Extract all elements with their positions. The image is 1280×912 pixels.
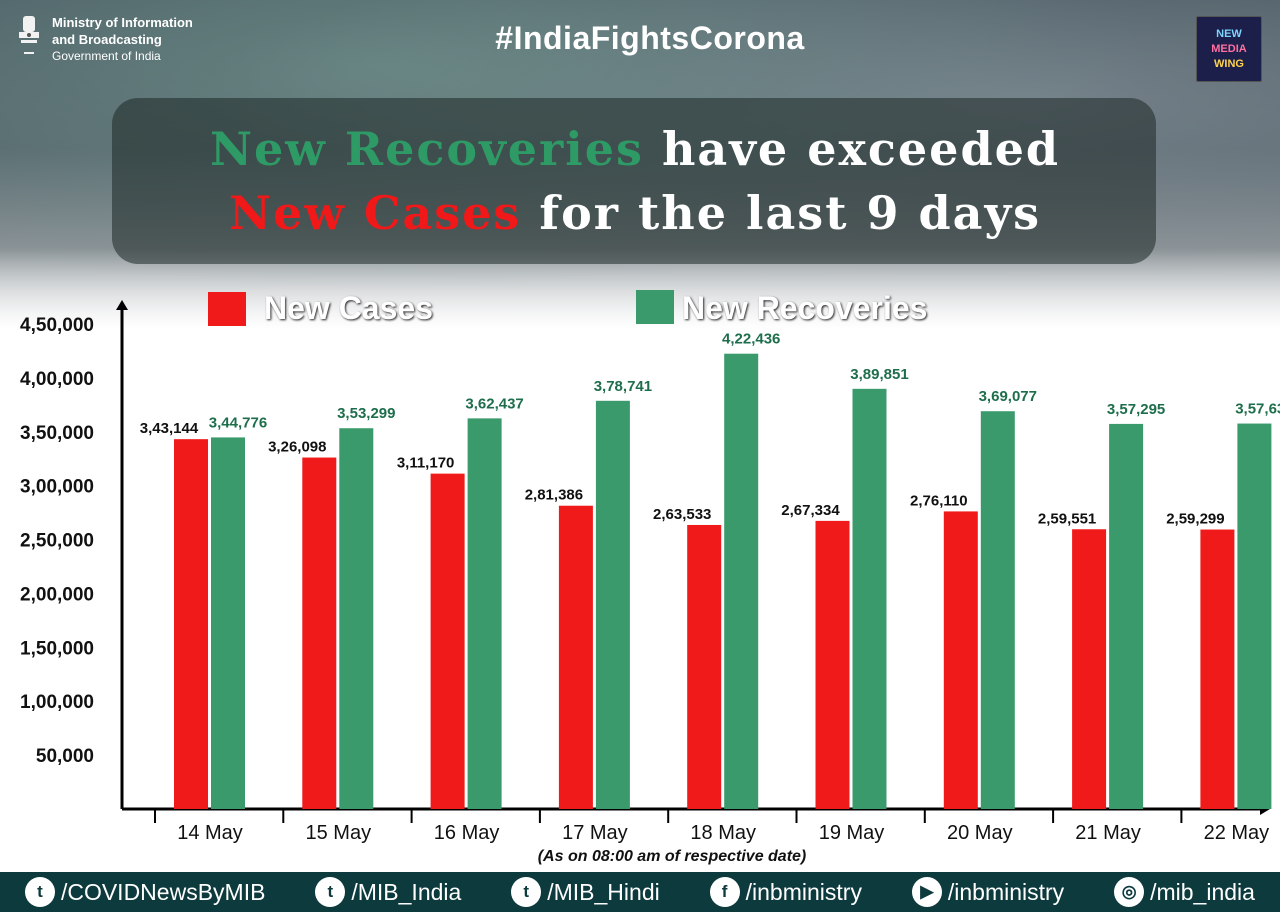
facebook-icon: f [709,877,740,907]
y-tick-label: 3,00,000 [20,477,94,498]
legend-label-new-cases: New Cases [264,290,433,326]
data-label-new-recoveries: 3,69,077 [979,388,1037,405]
y-tick-label: 2,50,000 [20,531,94,552]
data-label-new-cases: 2,63,533 [653,506,711,523]
social-handle: /MIB_India [351,878,462,905]
chart-note: (As on 08:00 am of respective date) [538,848,807,865]
y-tick-label: 50,000 [36,746,94,767]
social-handle: /mib_india [1150,878,1255,905]
social-handle: /MIB_Hindi [547,878,660,905]
x-tick-label: 22 May [1204,822,1270,844]
bar-new-cases [943,511,978,809]
bar-new-cases [430,473,465,809]
social-link-mib-hindi[interactable]: t /MIB_Hindi [511,877,660,907]
logo-line-2: MEDIA [1211,42,1247,55]
logo-line-1: NEW [1216,27,1242,40]
y-tick-label: 4,50,000 [20,315,94,336]
government-label: Government of India [52,49,161,63]
headline-days: for the last 9 days [521,186,1042,240]
twitter-icon: t [24,877,55,907]
data-label-new-recoveries: 3,44,776 [209,414,267,431]
bar-new-cases [174,439,208,809]
bar-new-recoveries [980,411,1015,809]
y-tick-label: 4,00,000 [20,369,94,390]
data-label-new-cases: 2,81,386 [525,487,583,504]
social-handle: /inbministry [947,878,1065,905]
data-label-new-cases: 2,59,299 [1166,511,1224,528]
x-tick-label: 14 May [177,822,243,844]
data-label-new-recoveries: 3,53,299 [337,405,395,422]
social-link-instagram[interactable]: ◎ /mib_india [1114,877,1255,907]
x-tick-label: 20 May [947,822,1013,844]
x-tick-label: 15 May [306,822,372,844]
x-tick-label: 18 May [690,822,756,844]
x-tick-label: 21 May [1075,822,1141,844]
data-label-new-recoveries: 3,57,295 [1107,401,1165,418]
bar-new-cases [558,505,593,809]
data-label-new-recoveries: 4,22,436 [722,331,780,348]
social-handle: /COVIDNewsByMIB [60,878,266,905]
social-footer: t /COVIDNewsByMIB t /MIB_India t /MIB_Hi… [0,872,1280,912]
bar-new-recoveries [852,388,887,809]
new-media-wing-logo: NEW MEDIA WING [1196,16,1262,82]
headline-panel [112,98,1156,264]
hashtag-title: #IndiaFightsCorona [495,20,805,56]
x-tick-label: 17 May [562,822,628,844]
social-link-covidnews[interactable]: t /COVIDNewsByMIB [24,877,266,907]
bar-new-cases [687,524,722,809]
y-axis-arrow [116,300,128,310]
data-label-new-cases: 2,59,551 [1038,510,1096,527]
legend-label-new-recoveries: New Recoveries [682,290,928,326]
data-label-new-cases: 3,11,170 [397,455,455,472]
data-label-new-recoveries: 3,62,437 [465,395,523,412]
bar-new-recoveries [1109,423,1144,809]
social-link-facebook[interactable]: f /inbministry [709,877,862,907]
data-label-new-cases: 3,26,098 [268,439,326,456]
ministry-name-line2: and Broadcasting [52,32,162,47]
data-label-new-recoveries: 3,89,851 [850,366,908,383]
data-label-new-recoveries: 3,78,741 [594,378,652,395]
national-emblem-icon [19,16,39,54]
twitter-icon: t [315,877,346,907]
bar-new-recoveries [467,418,502,809]
headline-cases: New Cases [228,186,522,240]
bar-new-cases [1200,529,1235,809]
bar-new-cases [1072,529,1107,809]
data-label-new-cases: 3,43,144 [140,420,199,437]
y-tick-label: 3,50,000 [20,423,94,444]
x-tick-label: 16 May [434,822,500,844]
social-handle: /inbministry [745,878,862,905]
bar-new-recoveries [595,400,630,809]
legend-swatch-new-cases [208,292,246,326]
headline-exceeded: have exceeded [643,122,1061,176]
bar-new-recoveries [211,437,245,809]
data-label-new-cases: 2,76,110 [910,492,968,509]
bar-new-recoveries [339,428,374,809]
x-tick-label: 19 May [819,822,885,844]
logo-line-3: WING [1214,57,1244,70]
bar-chart: 50,000 1,00,000 1,50,000 2,00,000 2,50,000 3,… [20,300,1280,865]
youtube-icon: ▶ [911,877,942,907]
ministry-name-line1: Ministry of Information [52,15,193,30]
bar-new-cases [302,457,337,809]
ministry-branding: Ministry of Information and Broadcasting… [14,14,193,65]
headline-recoveries: New Recoveries [209,122,644,176]
data-label-new-cases: 2,67,334 [781,502,840,519]
y-tick-label: 1,50,000 [20,638,94,659]
twitter-icon: t [511,877,542,907]
y-tick-label: 2,00,000 [20,584,94,605]
legend-swatch-new-recoveries [636,290,674,324]
data-label-new-recoveries: 3,57,630 [1235,401,1280,418]
bar-new-cases [815,520,850,809]
headline-line-2: New Cases for the last 9 days [130,186,1140,240]
bar-new-recoveries [1237,423,1272,809]
social-link-mib-india[interactable]: t /MIB_India [315,877,461,907]
social-link-youtube[interactable]: ▶ /inbministry [911,877,1065,907]
y-tick-label: 1,00,000 [20,692,94,713]
headline-line-1: New Recoveries have exceeded [130,122,1140,176]
bar-new-recoveries [724,353,759,809]
instagram-icon: ◎ [1114,877,1145,907]
